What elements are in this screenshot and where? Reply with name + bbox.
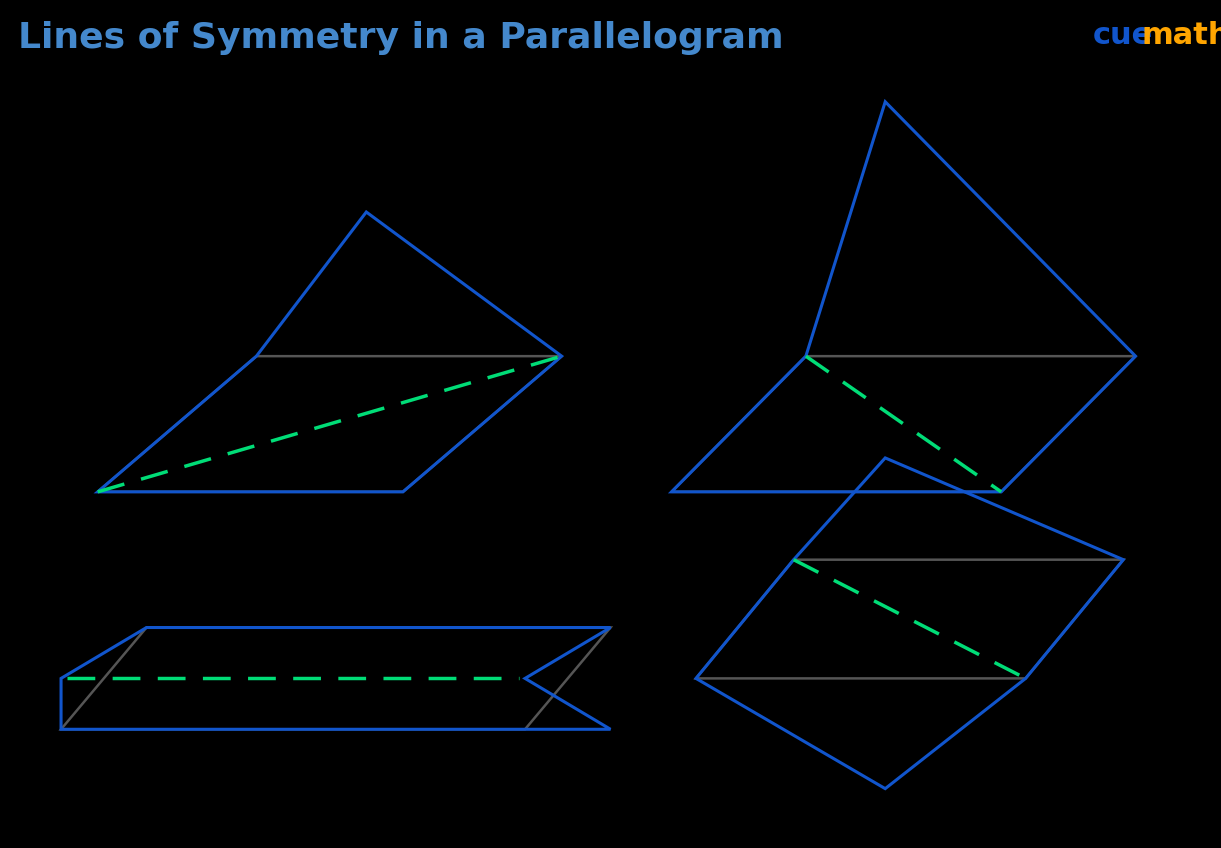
Text: Lines of Symmetry in a Parallelogram: Lines of Symmetry in a Parallelogram — [18, 21, 784, 55]
Text: cue: cue — [1093, 21, 1153, 50]
Text: math: math — [1142, 21, 1221, 50]
Text: 🚀: 🚀 — [1032, 21, 1055, 59]
